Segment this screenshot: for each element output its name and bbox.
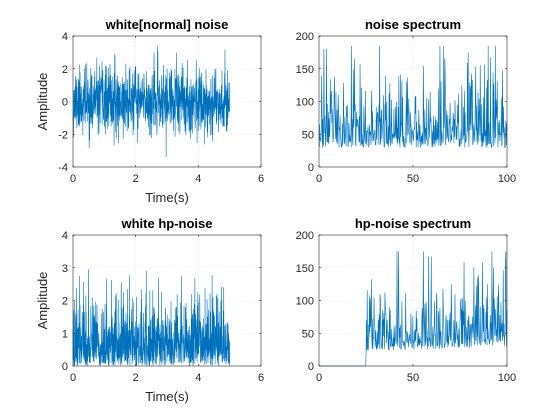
y-tick-label: 150 bbox=[296, 64, 314, 76]
x-tick-label: 50 bbox=[407, 372, 419, 384]
x-tick-label: 0 bbox=[70, 372, 76, 384]
y-tick-label: 1 bbox=[62, 328, 68, 340]
y-tick-label: 200 bbox=[296, 230, 314, 242]
series-line bbox=[72, 45, 230, 158]
x-tick-label: 0 bbox=[70, 173, 76, 185]
x-tick-label: 6 bbox=[258, 372, 264, 384]
y-tick-label: 2 bbox=[62, 296, 68, 308]
y-tick-label: 100 bbox=[296, 296, 314, 308]
y-tick-label: -2 bbox=[58, 129, 68, 141]
y-tick-label: 2 bbox=[62, 64, 68, 76]
x-tick-label: 100 bbox=[498, 173, 516, 185]
y-tick-label: 0 bbox=[308, 162, 314, 174]
x-tick-label: 100 bbox=[498, 372, 516, 384]
y-tick-label: 0 bbox=[62, 361, 68, 373]
chart-title: noise spectrum bbox=[365, 17, 461, 32]
x-tick-label: 2 bbox=[133, 173, 139, 185]
y-axis-label: Amplitude bbox=[35, 272, 50, 330]
subplot-1: 0 2 4 6 -4 -2 0 2 4 white[normal] noise Time(s) Amp… bbox=[35, 17, 264, 205]
y-tick-label: 50 bbox=[302, 129, 314, 141]
y-tick-label: 0 bbox=[308, 361, 314, 373]
chart-title: white hp-noise bbox=[121, 216, 213, 231]
x-tick-label: 0 bbox=[316, 372, 322, 384]
y-tick-label: 100 bbox=[296, 97, 314, 109]
series-line bbox=[318, 45, 508, 149]
y-tick-label: 50 bbox=[302, 328, 314, 340]
chart-title: hp-noise spectrum bbox=[355, 216, 471, 231]
x-tick-label: 0 bbox=[316, 173, 322, 185]
series-line bbox=[72, 269, 230, 366]
subplot-2: 0 50 100 0 50 100 150 200 noise spectrum bbox=[296, 17, 517, 185]
y-tick-label: 3 bbox=[62, 263, 68, 275]
x-tick-label: 4 bbox=[195, 173, 201, 185]
x-tick-label: 2 bbox=[133, 372, 139, 384]
y-tick-label: 0 bbox=[62, 97, 68, 109]
subplot-3: 0 2 4 6 0 1 2 3 4 white hp-noise Time(s) Amplitude bbox=[35, 216, 264, 404]
x-axis-label: Time(s) bbox=[145, 190, 189, 205]
chart-title: white[normal] noise bbox=[105, 17, 229, 32]
x-axis-label: Time(s) bbox=[145, 389, 189, 404]
subplot-4: 0 50 100 0 50 100 150 200 hp-noise spectrum bbox=[296, 216, 517, 384]
y-tick-label: 4 bbox=[62, 31, 68, 43]
x-tick-label: 4 bbox=[195, 372, 201, 384]
y-tick-label: -4 bbox=[58, 162, 68, 174]
y-tick-label: 4 bbox=[62, 230, 68, 242]
x-tick-label: 50 bbox=[407, 173, 419, 185]
y-tick-label: 200 bbox=[296, 31, 314, 43]
y-tick-label: 150 bbox=[296, 263, 314, 275]
x-tick-label: 6 bbox=[258, 173, 264, 185]
y-axis-label: Amplitude bbox=[35, 73, 50, 131]
